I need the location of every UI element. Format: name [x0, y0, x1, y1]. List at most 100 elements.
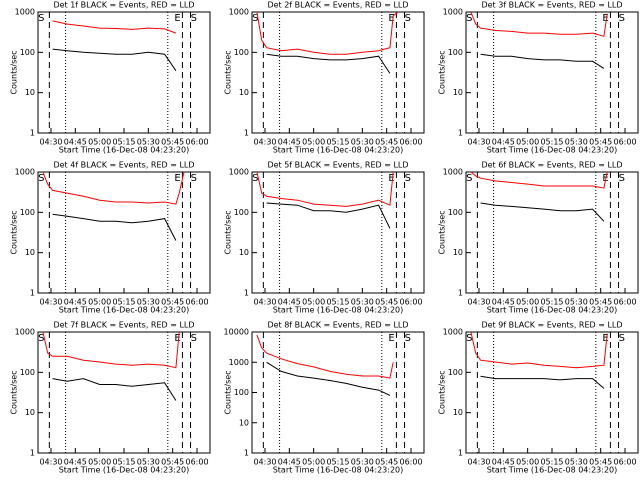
y-tick-label: 1	[30, 129, 35, 138]
marker-label: S	[466, 333, 472, 344]
marker-label: S	[252, 173, 258, 184]
x-tick-label: 05:30	[137, 138, 160, 147]
y-axis-label: Counts/sec	[438, 370, 447, 414]
x-tick-label: 04:45	[492, 138, 515, 147]
y-tick-label: 100	[20, 368, 35, 377]
data-line	[480, 53, 605, 69]
y-tick-label: 1000	[229, 8, 249, 17]
x-axis-label: Start Time (16-Dec-08 04:23:20)	[59, 466, 190, 475]
y-tick-label: 100	[448, 368, 463, 377]
x-tick-label: 05:15	[326, 298, 349, 307]
y-axis-label: Counts/sec	[438, 210, 447, 254]
x-tick-label: 04:45	[278, 458, 301, 467]
x-tick-label: 04:45	[278, 138, 301, 147]
x-tick-label: 04:30	[253, 298, 276, 307]
y-tick-label: 1000	[15, 328, 35, 337]
x-tick-label: 05:45	[375, 138, 398, 147]
data-line	[266, 53, 391, 74]
chart-title: Det 3f BLACK = Events, RED = LLD	[481, 1, 622, 10]
plot-frame	[465, 171, 639, 294]
marker-label: S	[619, 13, 625, 24]
plot-frame	[251, 331, 425, 454]
y-tick-label: 1	[458, 289, 463, 298]
data-line	[42, 331, 180, 369]
y-tick-label: 1000	[229, 168, 249, 177]
x-tick-label: 05:00	[302, 298, 325, 307]
data-line	[266, 202, 391, 229]
y-tick-label: 1000	[443, 8, 463, 17]
y-tick-label: 100	[20, 48, 35, 57]
x-tick-label: 04:45	[64, 458, 87, 467]
y-tick-label: 1000	[229, 358, 249, 367]
chart-title: Det 5f BLACK = Events, RED = LLD	[267, 161, 408, 170]
y-tick-label: 10	[453, 248, 463, 257]
plot-frame	[251, 171, 425, 294]
marker-label: E	[388, 13, 394, 24]
x-tick-label: 05:00	[516, 138, 539, 147]
x-tick-label: 06:00	[185, 298, 208, 307]
x-tick-label: 04:45	[492, 458, 515, 467]
y-tick-label: 100	[448, 208, 463, 217]
x-tick-label: 04:30	[253, 458, 276, 467]
chart-title: Det 7f BLACK = Events, RED = LLD	[53, 321, 194, 330]
x-tick-label: 05:45	[589, 138, 612, 147]
x-tick-label: 06:00	[399, 458, 422, 467]
x-tick-label: 04:30	[39, 138, 62, 147]
marker-label: S	[466, 13, 472, 24]
y-tick-label: 1	[458, 129, 463, 138]
chart-title: Det 1f BLACK = Events, RED = LLD	[53, 1, 194, 10]
x-tick-label: 05:00	[516, 298, 539, 307]
y-axis-label: Counts/sec	[224, 210, 233, 254]
chart-title: Det 8f BLACK = Events, RED = LLD	[267, 321, 408, 330]
x-tick-label: 05:30	[351, 298, 374, 307]
marker-label: S	[619, 333, 625, 344]
marker-label: S	[405, 13, 411, 24]
x-tick-label: 04:45	[278, 298, 301, 307]
x-tick-label: 06:00	[185, 138, 208, 147]
x-axis-label: Start Time (16-Dec-08 04:23:20)	[487, 466, 618, 475]
x-tick-label: 06:00	[613, 298, 636, 307]
marker-label: S	[191, 333, 197, 344]
x-tick-label: 05:30	[351, 138, 374, 147]
marker-label: S	[252, 13, 258, 24]
x-tick-label: 06:00	[399, 298, 422, 307]
data-line	[52, 213, 177, 241]
marker-label: S	[38, 13, 44, 24]
x-tick-label: 05:45	[589, 298, 612, 307]
y-axis-label: Counts/sec	[10, 50, 19, 94]
x-tick-label: 05:15	[326, 138, 349, 147]
data-line	[42, 171, 185, 205]
data-line	[52, 48, 177, 71]
data-line	[256, 11, 399, 55]
plot-frame	[251, 11, 425, 134]
x-tick-label: 04:30	[253, 138, 276, 147]
x-tick-label: 05:45	[161, 458, 184, 467]
data-line	[266, 361, 391, 396]
data-line	[480, 202, 605, 222]
plot-frame	[465, 331, 639, 454]
marker-label: S	[619, 173, 625, 184]
marker-label: E	[602, 333, 608, 344]
y-tick-label: 1000	[15, 8, 35, 17]
data-line	[470, 331, 608, 369]
x-tick-label: 04:30	[39, 458, 62, 467]
x-tick-label: 05:30	[137, 458, 160, 467]
x-tick-label: 06:00	[613, 138, 636, 147]
y-axis-label: Counts/sec	[224, 50, 233, 94]
y-tick-label: 1	[244, 449, 249, 458]
marker-label: S	[405, 173, 411, 184]
marker-label: S	[191, 173, 197, 184]
x-tick-label: 05:00	[88, 458, 111, 467]
y-tick-label: 100	[20, 208, 35, 217]
x-tick-label: 04:45	[64, 138, 87, 147]
x-tick-label: 05:15	[540, 138, 563, 147]
x-axis-label: Start Time (16-Dec-08 04:23:20)	[273, 466, 404, 475]
y-tick-label: 1000	[15, 168, 35, 177]
x-tick-label: 06:00	[613, 458, 636, 467]
y-tick-label: 10	[239, 88, 249, 97]
y-tick-label: 100	[234, 48, 249, 57]
y-tick-label: 100	[234, 208, 249, 217]
x-tick-label: 05:15	[326, 458, 349, 467]
y-tick-label: 1	[30, 449, 35, 458]
